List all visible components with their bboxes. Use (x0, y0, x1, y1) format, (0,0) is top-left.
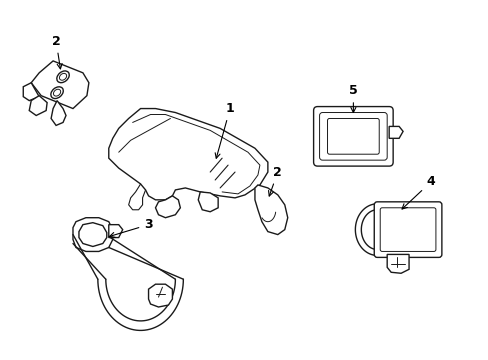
Text: 2: 2 (52, 35, 62, 69)
FancyBboxPatch shape (313, 107, 392, 166)
Text: 5: 5 (348, 84, 357, 112)
Ellipse shape (51, 87, 63, 99)
Text: 3: 3 (109, 218, 153, 237)
Polygon shape (388, 126, 402, 138)
Polygon shape (254, 185, 287, 235)
Text: 4: 4 (401, 175, 434, 209)
Polygon shape (148, 284, 172, 307)
Polygon shape (73, 218, 113, 251)
Polygon shape (29, 96, 47, 116)
FancyBboxPatch shape (319, 113, 386, 160)
Ellipse shape (53, 89, 61, 96)
Polygon shape (108, 225, 122, 238)
Text: 1: 1 (215, 102, 234, 158)
Polygon shape (31, 61, 89, 109)
Polygon shape (79, 223, 106, 247)
Polygon shape (23, 83, 39, 100)
Polygon shape (198, 192, 218, 212)
Polygon shape (155, 196, 180, 218)
Polygon shape (108, 109, 267, 200)
FancyBboxPatch shape (373, 202, 441, 257)
FancyBboxPatch shape (327, 118, 379, 154)
Ellipse shape (57, 71, 69, 83)
Text: 2: 2 (268, 166, 282, 196)
FancyBboxPatch shape (380, 208, 435, 251)
Polygon shape (386, 255, 408, 273)
Ellipse shape (60, 73, 66, 80)
Polygon shape (51, 100, 66, 125)
